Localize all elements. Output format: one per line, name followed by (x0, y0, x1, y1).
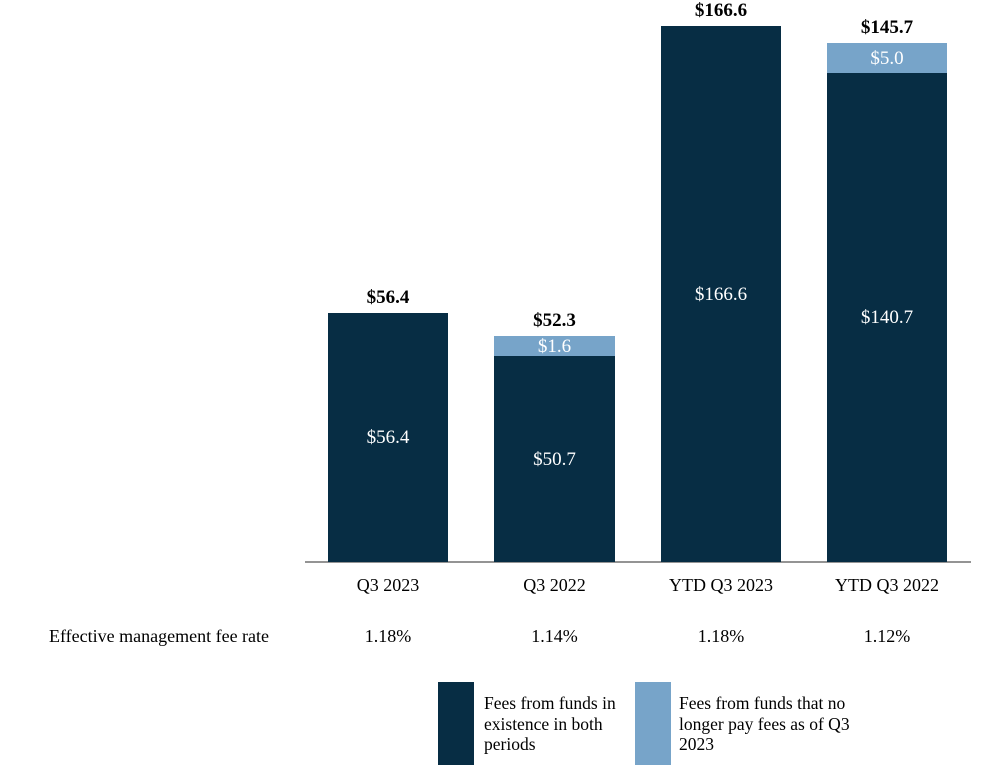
bar-segment-no-longer-pay-fees: $1.6 (494, 336, 615, 356)
x-axis-label: Q3 2022 (523, 575, 586, 595)
fee-rate-value: 1.14% (531, 626, 578, 646)
legend-swatch-existing-funds (438, 682, 474, 765)
bar-segment-existing-funds: $56.4 (328, 313, 448, 562)
bar-segment-value: $56.4 (366, 427, 410, 448)
fee-rate-value: 1.18% (697, 626, 745, 646)
bar-column-q3-2022: $52.3 $1.6 $50.7 (494, 309, 615, 562)
x-axis-line (305, 561, 971, 563)
legend-label-existing-funds: Fees from funds in existence in both per… (484, 693, 616, 754)
x-axis-label: YTD Q3 2022 (835, 575, 939, 595)
bar-segment-value: $1.6 (537, 335, 572, 357)
legend-swatch-no-longer-pay-fees (635, 682, 671, 765)
bar-total-label: $145.7 (860, 17, 914, 38)
bar-segment-no-longer-pay-fees: $5.0 (827, 43, 947, 73)
bar-total-label: $56.4 (366, 287, 410, 308)
bar-column-ytd-q3-2023: $166.6 $166.6 (661, 0, 781, 562)
bar-column-q3-2023: $56.4 $56.4 (328, 286, 448, 562)
bar-segment-existing-funds: $50.7 (494, 356, 615, 562)
fee-rate-value: 1.18% (364, 626, 412, 646)
bar-segment-value: $5.0 (870, 47, 904, 69)
bar-total-label: $52.3 (533, 310, 576, 331)
bar-total-label: $166.6 (694, 0, 748, 21)
bar-segment-value: $166.6 (694, 283, 748, 305)
fee-rate-value: 1.12% (863, 626, 911, 646)
bar-segment-value: $50.7 (533, 448, 576, 470)
bar-segment-value: $140.7 (860, 307, 914, 328)
x-axis-label: Q3 2023 (356, 575, 420, 595)
bar-column-ytd-q3-2022: $145.7 $5.0 $140.7 (827, 16, 947, 562)
bar-segment-existing-funds: $140.7 (827, 73, 947, 562)
fee-rate-row-label: Effective management fee rate (49, 626, 270, 646)
bar-segment-existing-funds: $166.6 (661, 26, 781, 562)
legend-label-no-longer-pay-fees: Fees from funds that no longer pay fees … (679, 693, 850, 754)
x-axis-label: YTD Q3 2023 (669, 575, 773, 595)
